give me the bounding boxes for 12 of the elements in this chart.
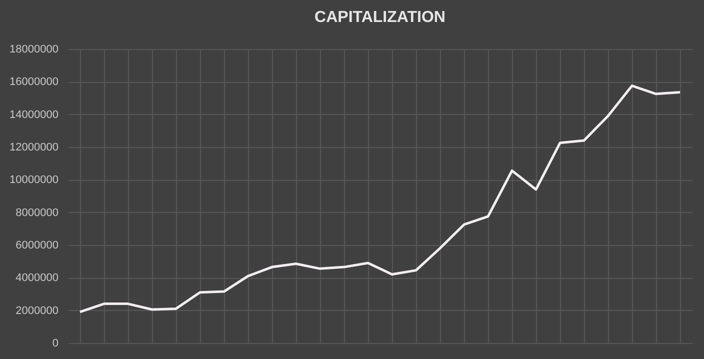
y-tick-label: 10000000 <box>10 174 58 186</box>
y-tick-label: 12000000 <box>10 142 58 154</box>
y-tick-label: 14000000 <box>10 108 58 121</box>
y-tick-label: 6000000 <box>16 240 58 252</box>
chart-title: CAPITALIZATION <box>314 9 446 26</box>
y-tick-label: 0 <box>52 338 58 350</box>
line-series <box>78 84 682 314</box>
y-tick-label: 4000000 <box>16 272 58 284</box>
y-tick-label: 8000000 <box>16 206 58 219</box>
y-tick-label: 2000000 <box>16 304 58 317</box>
y-tick-label: 16000000 <box>10 76 58 88</box>
y-tick-label: 18000000 <box>10 44 58 56</box>
